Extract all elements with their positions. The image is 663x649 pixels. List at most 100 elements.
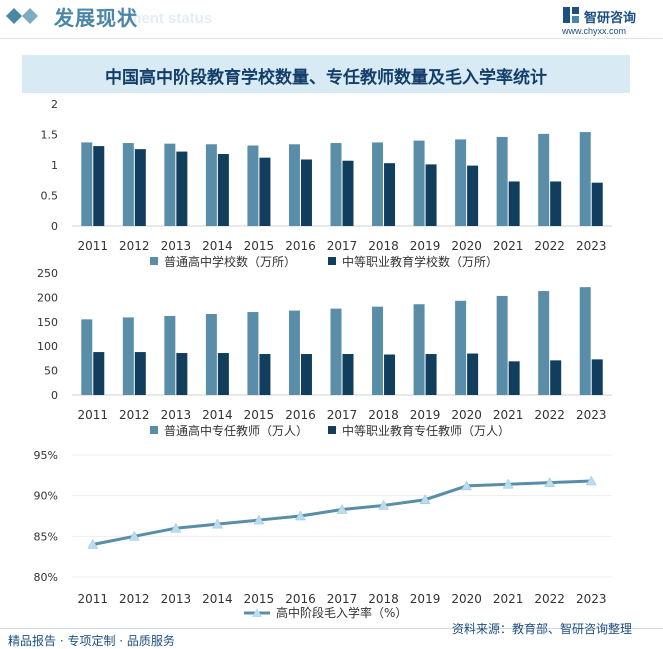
x-tick-label: 2014 xyxy=(202,239,233,253)
bar xyxy=(384,163,396,226)
bar xyxy=(372,142,384,226)
bar xyxy=(176,353,188,395)
x-tick-label: 2015 xyxy=(244,239,275,253)
bar xyxy=(288,310,300,395)
bar xyxy=(591,182,603,226)
y-tick-label: 50 xyxy=(44,365,58,378)
bar xyxy=(342,160,354,226)
bar xyxy=(455,300,467,395)
line-point xyxy=(170,522,182,533)
bar xyxy=(205,144,217,226)
chart-title-box: 中国高中阶段教育学校数量、专任教师数量及毛入学率统计 xyxy=(22,55,630,93)
bar xyxy=(413,304,425,395)
x-tick-label: 2021 xyxy=(493,592,524,606)
x-tick-label: 2019 xyxy=(410,592,441,606)
x-tick-label: 2022 xyxy=(534,239,565,253)
bar xyxy=(550,360,562,395)
brand-name: 智研咨询 xyxy=(584,11,637,26)
y-tick-label: 95% xyxy=(34,449,58,462)
line-point xyxy=(419,494,431,504)
line-point xyxy=(502,478,514,489)
x-tick-label: 2016 xyxy=(285,592,316,606)
data-source: 资料来源：教育部、智研咨询整理 xyxy=(452,622,633,636)
bar xyxy=(550,181,562,226)
bar xyxy=(134,352,146,395)
bar xyxy=(164,315,176,395)
bar xyxy=(413,140,425,226)
x-tick-label: 2019 xyxy=(410,239,441,253)
bar xyxy=(538,133,550,226)
line-point xyxy=(585,475,597,486)
bar xyxy=(372,306,384,395)
x-tick-label: 2018 xyxy=(368,239,399,253)
bar xyxy=(496,136,508,226)
x-tick-label: 2021 xyxy=(493,408,524,422)
line-point xyxy=(336,503,348,514)
x-tick-label: 2019 xyxy=(410,408,441,422)
x-tick-label: 2020 xyxy=(451,592,482,606)
bar xyxy=(217,154,229,226)
line-point xyxy=(378,499,389,510)
x-tick-label: 2011 xyxy=(77,408,108,422)
bar xyxy=(467,165,479,226)
x-tick-label: 2023 xyxy=(576,408,607,422)
y-tick-label: 0 xyxy=(51,389,58,402)
line-point xyxy=(211,518,223,529)
x-tick-label: 2020 xyxy=(451,239,482,253)
x-tick-label: 2012 xyxy=(119,592,150,606)
bar xyxy=(288,144,300,226)
bar xyxy=(508,181,520,226)
bar xyxy=(425,164,437,226)
bar xyxy=(591,359,603,395)
x-tick-label: 2022 xyxy=(534,592,565,606)
section-subtitle: ment status xyxy=(128,10,213,27)
legend-marker xyxy=(252,608,262,617)
y-tick-label: 1 xyxy=(51,159,58,172)
legend-label: 中等职业教育学校数（万所） xyxy=(342,254,498,269)
header-bar: ment status 发展现状 智研咨询 www.chyxx.com xyxy=(0,0,663,40)
line-point xyxy=(295,510,306,521)
x-tick-label: 2017 xyxy=(327,408,358,422)
bar xyxy=(330,143,342,226)
legend-label: 高中阶段毛入学率（%） xyxy=(276,605,407,620)
legend-swatch xyxy=(150,426,158,434)
bar xyxy=(455,139,467,226)
y-tick-label: 85% xyxy=(34,530,58,543)
x-tick-label: 2015 xyxy=(244,592,275,606)
brand-logo-icon xyxy=(563,7,579,23)
x-tick-label: 2018 xyxy=(368,592,399,606)
x-tick-label: 2013 xyxy=(161,408,192,422)
x-tick-label: 2020 xyxy=(451,408,482,422)
double-chevron-icon xyxy=(6,8,38,24)
x-tick-label: 2018 xyxy=(368,408,399,422)
x-tick-label: 2011 xyxy=(77,239,108,253)
header-divider xyxy=(0,38,663,39)
bar xyxy=(134,149,146,226)
brand: 智研咨询 www.chyxx.com xyxy=(562,4,662,40)
brand-url: www.chyxx.com xyxy=(562,26,627,36)
y-tick-label: 100 xyxy=(37,340,58,353)
bar xyxy=(205,313,217,395)
y-tick-label: 1.5 xyxy=(41,129,59,142)
x-tick-label: 2023 xyxy=(576,239,607,253)
bar xyxy=(300,354,312,395)
x-tick-label: 2021 xyxy=(493,239,524,253)
bar xyxy=(342,354,354,395)
bar xyxy=(538,291,550,395)
bar xyxy=(259,354,271,395)
x-tick-label: 2016 xyxy=(285,239,316,253)
x-tick-label: 2023 xyxy=(576,592,607,606)
y-tick-label: 80% xyxy=(34,571,58,584)
x-tick-label: 2013 xyxy=(161,239,192,253)
y-tick-label: 0.5 xyxy=(41,190,59,203)
y-tick-label: 200 xyxy=(37,291,58,304)
x-tick-label: 2017 xyxy=(327,592,358,606)
bar xyxy=(300,159,312,226)
legend-swatch xyxy=(328,426,336,434)
section-title: 发展现状 xyxy=(54,6,138,30)
line-point xyxy=(253,514,265,525)
y-tick-label: 250 xyxy=(37,267,58,280)
bar xyxy=(259,157,271,226)
bar xyxy=(93,146,105,226)
bar xyxy=(330,308,342,395)
